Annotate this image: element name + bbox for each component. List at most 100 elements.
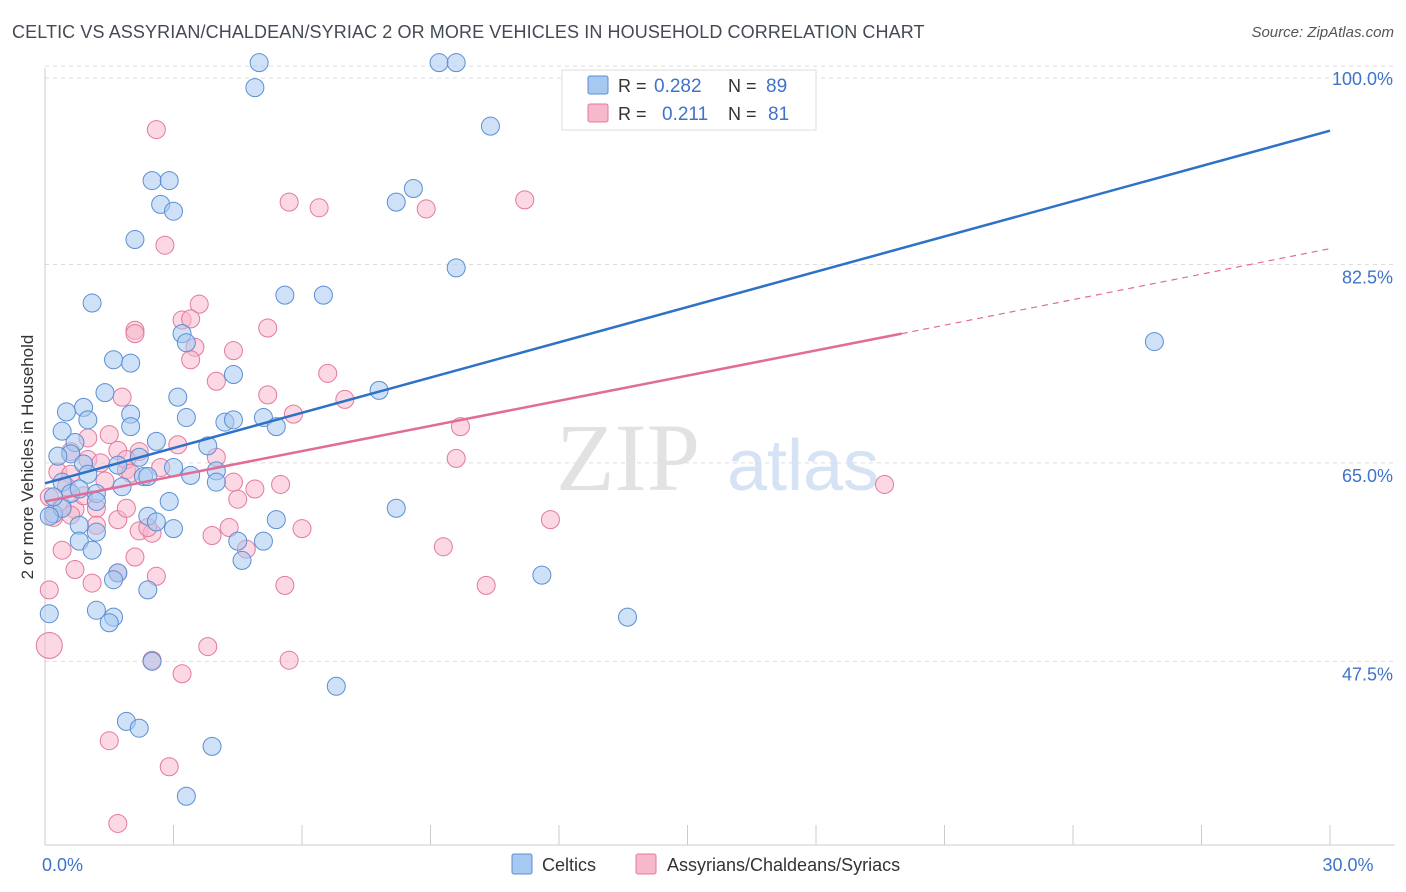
assyrian-points	[35, 120, 895, 833]
assyrian-point	[198, 637, 218, 657]
assyrian-point	[146, 566, 166, 586]
celtic-point	[52, 421, 72, 441]
celtic-point	[176, 333, 196, 353]
celtic-point	[125, 230, 145, 250]
series-legend-celtic-label: Celtics	[542, 855, 596, 875]
assyrian-point	[206, 371, 226, 391]
celtic-point	[86, 491, 106, 511]
legend-celtic-n-label: N =	[728, 76, 757, 96]
y-tick-label: 47.5%	[1342, 664, 1393, 684]
assyrian-point	[318, 363, 338, 383]
assyrian-point	[116, 498, 136, 518]
celtic-point	[56, 402, 76, 422]
assyrian-point	[275, 575, 295, 595]
celtic-point	[39, 506, 59, 526]
celtic-trend-line	[44, 129, 1331, 485]
series-legend-celtic-swatch	[511, 853, 533, 875]
celtic-point	[176, 408, 196, 428]
y-tick-label: 65.0%	[1342, 466, 1393, 486]
legend-assyrian-n-label: N =	[728, 104, 757, 124]
legend-assyrian-n-value: 81	[768, 104, 789, 125]
celtic-points	[39, 53, 1164, 806]
celtic-point	[228, 531, 248, 551]
celtic-point	[95, 383, 115, 403]
celtic-point	[232, 550, 252, 570]
series-legend: Celtics Assyrians/Chaldeans/Syriacs	[511, 853, 900, 875]
assyrian-point	[433, 537, 453, 557]
assyrian-point	[219, 518, 239, 538]
celtic-point	[142, 651, 162, 671]
assyrian-point	[146, 120, 166, 140]
assyrian-point	[108, 813, 128, 833]
celtic-point	[223, 364, 243, 384]
assyrian-point	[875, 474, 895, 494]
celtic-point	[164, 519, 183, 539]
celtic-point	[202, 736, 222, 756]
celtic-point	[386, 192, 406, 212]
celtic-point	[446, 53, 466, 73]
celtic-point	[82, 293, 102, 313]
assyrian-point	[155, 235, 175, 255]
celtic-point	[121, 353, 141, 373]
assyrian-point	[223, 341, 243, 361]
assyrian-point	[99, 425, 119, 445]
celtic-point	[1144, 332, 1164, 352]
celtic-point	[69, 531, 89, 551]
celtic-point	[129, 718, 149, 738]
assyrian-point	[159, 757, 179, 777]
legend-celtic-n-value: 89	[766, 76, 787, 97]
chart-title: CELTIC VS ASSYRIAN/CHALDEAN/SYRIAC 2 OR …	[12, 22, 925, 42]
assyrian-point	[309, 198, 329, 218]
assyrian-point	[181, 350, 201, 370]
assyrian-trend-extension	[901, 248, 1331, 335]
assyrian-point	[181, 309, 201, 329]
assyrian-point	[99, 731, 119, 751]
assyrian-point	[258, 385, 278, 405]
celtic-point	[176, 786, 196, 806]
source-label: Source: ZipAtlas.com	[1251, 24, 1394, 41]
assyrian-point	[245, 479, 265, 499]
watermark-zip: ZIP	[556, 404, 700, 511]
celtic-point	[168, 387, 188, 407]
celtic-point	[121, 417, 141, 437]
y-tick-labels: 47.5% 65.0% 82.5% 100.0%	[1332, 69, 1393, 684]
assyrian-point	[446, 448, 466, 468]
celtic-point	[532, 565, 552, 585]
assyrian-point	[82, 573, 102, 593]
axes	[44, 68, 1395, 846]
y-axis-title: 2 or more Vehicles in Household	[18, 335, 37, 580]
celtic-point	[142, 171, 162, 191]
celtic-point	[82, 540, 102, 560]
assyrian-point	[476, 575, 496, 595]
celtic-point	[164, 201, 183, 221]
assyrian-point	[52, 540, 72, 560]
celtic-point	[253, 531, 273, 551]
y-tick-label: 82.5%	[1342, 267, 1393, 287]
x-tick-label: 0.0%	[42, 855, 83, 875]
celtic-point	[104, 350, 124, 370]
series-legend-assyrian-swatch	[635, 853, 657, 875]
celtic-point	[78, 410, 98, 430]
legend-assyrian-swatch	[587, 103, 609, 123]
celtic-point	[249, 53, 269, 73]
y-tick-label: 100.0%	[1332, 69, 1393, 89]
celtic-point	[69, 515, 89, 535]
celtic-point	[446, 258, 466, 278]
celtic-point	[86, 522, 106, 542]
x-tick-label: 30.0%	[1322, 855, 1373, 875]
celtic-point	[159, 171, 179, 191]
celtic-point	[266, 510, 286, 530]
legend-celtic-r-label: R =	[618, 76, 647, 96]
legend-assyrian-r-label: R =	[618, 104, 647, 124]
assyrian-point	[279, 192, 299, 212]
celtic-point	[403, 179, 423, 199]
assyrian-point	[271, 474, 291, 494]
assyrian-point	[112, 387, 132, 407]
celtic-point	[618, 607, 638, 627]
legend-assyrian-r-value: 0.211	[662, 104, 708, 125]
series-legend-assyrian-label: Assyrians/Chaldeans/Syriacs	[667, 855, 900, 875]
trend-lines	[44, 129, 1331, 503]
assyrian-trend-line	[44, 332, 902, 503]
celtic-point	[313, 285, 333, 305]
